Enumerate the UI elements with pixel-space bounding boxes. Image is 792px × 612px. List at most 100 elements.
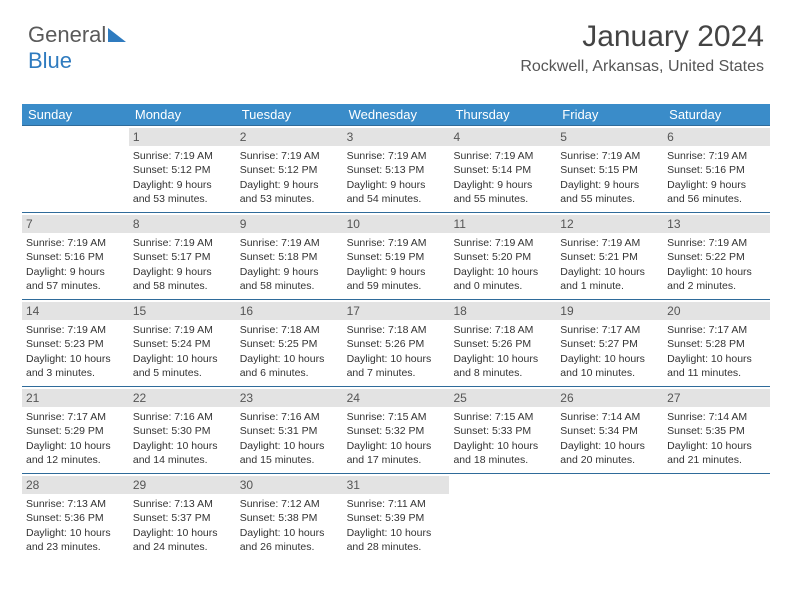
day-number: 7 xyxy=(22,215,129,233)
day-cell: 28 Sunrise: 7:13 AMSunset: 5:36 PMDayligh… xyxy=(22,474,129,560)
day-details: Sunrise: 7:19 AMSunset: 5:20 PMDaylight:… xyxy=(453,236,552,293)
day-cell: 27 Sunrise: 7:14 AMSunset: 5:35 PMDayligh… xyxy=(663,387,770,473)
day-details: Sunrise: 7:13 AMSunset: 5:37 PMDaylight:… xyxy=(133,497,232,554)
day-number: 13 xyxy=(663,215,770,233)
month-title: January 2024 xyxy=(520,20,764,54)
weekday-header: Saturday xyxy=(663,104,770,125)
week-row: 1Sunrise: 7:19 AMSunset: 5:12 PMDaylight… xyxy=(22,125,770,212)
weekday-header-row: SundayMondayTuesdayWednesdayThursdayFrid… xyxy=(22,104,770,125)
day-cell: 18Sunrise: 7:18 AMSunset: 5:26 PMDayligh… xyxy=(449,300,556,386)
weekday-header: Sunday xyxy=(22,104,129,125)
day-details: Sunrise: 7:15 AMSunset: 5:32 PMDaylight:… xyxy=(347,410,446,467)
day-cell-empty xyxy=(22,126,129,212)
brand-triangle-icon xyxy=(108,28,126,42)
brand-part2: Blue xyxy=(28,48,72,73)
brand-part1: General xyxy=(28,22,106,47)
day-details: Sunrise: 7:18 AMSunset: 5:25 PMDaylight:… xyxy=(240,323,339,380)
day-number: 28 xyxy=(22,476,129,494)
day-cell: 25Sunrise: 7:15 AMSunset: 5:33 PMDayligh… xyxy=(449,387,556,473)
day-number: 3 xyxy=(343,128,450,146)
weekday-header: Wednesday xyxy=(343,104,450,125)
day-details: Sunrise: 7:14 AMSunset: 5:34 PMDaylight:… xyxy=(560,410,659,467)
day-cell: 30 Sunrise: 7:12 AMSunset: 5:38 PMDayligh… xyxy=(236,474,343,560)
day-cell: 31 Sunrise: 7:11 AMSunset: 5:39 PMDayligh… xyxy=(343,474,450,560)
day-number: 12 xyxy=(556,215,663,233)
day-number: 29 xyxy=(129,476,236,494)
day-number: 4 xyxy=(449,128,556,146)
day-cell: 22 Sunrise: 7:16 AMSunset: 5:30 PMDayligh… xyxy=(129,387,236,473)
day-details: Sunrise: 7:17 AMSunset: 5:28 PMDaylight:… xyxy=(667,323,766,380)
day-cell-empty xyxy=(663,474,770,560)
day-cell: 5 Sunrise: 7:19 AMSunset: 5:15 PMDaylight… xyxy=(556,126,663,212)
day-cell: 29 Sunrise: 7:13 AMSunset: 5:37 PMDayligh… xyxy=(129,474,236,560)
week-row: 28 Sunrise: 7:13 AMSunset: 5:36 PMDayligh… xyxy=(22,473,770,560)
day-details: Sunrise: 7:18 AMSunset: 5:26 PMDaylight:… xyxy=(453,323,552,380)
day-number: 6 xyxy=(663,128,770,146)
week-row: 21Sunrise: 7:17 AMSunset: 5:29 PMDayligh… xyxy=(22,386,770,473)
day-cell: 21Sunrise: 7:17 AMSunset: 5:29 PMDayligh… xyxy=(22,387,129,473)
day-cell: 7 Sunrise: 7:19 AMSunset: 5:16 PMDaylight… xyxy=(22,213,129,299)
day-cell: 17Sunrise: 7:18 AMSunset: 5:26 PMDayligh… xyxy=(343,300,450,386)
day-number: 22 xyxy=(129,389,236,407)
day-cell: 23 Sunrise: 7:16 AMSunset: 5:31 PMDayligh… xyxy=(236,387,343,473)
day-number: 8 xyxy=(129,215,236,233)
weekday-header: Friday xyxy=(556,104,663,125)
day-cell: 11 Sunrise: 7:19 AMSunset: 5:20 PMDayligh… xyxy=(449,213,556,299)
day-number: 1 xyxy=(129,128,236,146)
day-details: Sunrise: 7:13 AMSunset: 5:36 PMDaylight:… xyxy=(26,497,125,554)
day-cell: 8 Sunrise: 7:19 AMSunset: 5:17 PMDaylight… xyxy=(129,213,236,299)
week-row: 14Sunrise: 7:19 AMSunset: 5:23 PMDayligh… xyxy=(22,299,770,386)
day-details: Sunrise: 7:17 AMSunset: 5:29 PMDaylight:… xyxy=(26,410,125,467)
day-cell: 3 Sunrise: 7:19 AMSunset: 5:13 PMDaylight… xyxy=(343,126,450,212)
location-text: Rockwell, Arkansas, United States xyxy=(520,58,764,76)
day-details: Sunrise: 7:19 AMSunset: 5:19 PMDaylight:… xyxy=(347,236,446,293)
day-number: 19 xyxy=(556,302,663,320)
day-cell: 19 Sunrise: 7:17 AMSunset: 5:27 PMDayligh… xyxy=(556,300,663,386)
brand-logo: General Blue xyxy=(28,22,126,74)
day-cell: 13 Sunrise: 7:19 AMSunset: 5:22 PMDayligh… xyxy=(663,213,770,299)
day-details: Sunrise: 7:19 AMSunset: 5:15 PMDaylight:… xyxy=(560,149,659,206)
day-number: 25 xyxy=(449,389,556,407)
day-number: 20 xyxy=(663,302,770,320)
day-details: Sunrise: 7:16 AMSunset: 5:31 PMDaylight:… xyxy=(240,410,339,467)
day-details: Sunrise: 7:19 AMSunset: 5:14 PMDaylight:… xyxy=(453,149,552,206)
day-number: 30 xyxy=(236,476,343,494)
day-number: 9 xyxy=(236,215,343,233)
day-details: Sunrise: 7:19 AMSunset: 5:12 PMDaylight:… xyxy=(240,149,339,206)
day-cell: 1Sunrise: 7:19 AMSunset: 5:12 PMDaylight… xyxy=(129,126,236,212)
day-details: Sunrise: 7:16 AMSunset: 5:30 PMDaylight:… xyxy=(133,410,232,467)
weekday-header: Thursday xyxy=(449,104,556,125)
day-cell: 12 Sunrise: 7:19 AMSunset: 5:21 PMDayligh… xyxy=(556,213,663,299)
day-details: Sunrise: 7:19 AMSunset: 5:16 PMDaylight:… xyxy=(667,149,766,206)
day-cell: 26Sunrise: 7:14 AMSunset: 5:34 PMDayligh… xyxy=(556,387,663,473)
day-number: 5 xyxy=(556,128,663,146)
day-number: 11 xyxy=(449,215,556,233)
day-details: Sunrise: 7:19 AMSunset: 5:22 PMDaylight:… xyxy=(667,236,766,293)
day-details: Sunrise: 7:19 AMSunset: 5:17 PMDaylight:… xyxy=(133,236,232,293)
day-cell: 10 Sunrise: 7:19 AMSunset: 5:19 PMDayligh… xyxy=(343,213,450,299)
day-cell: 9 Sunrise: 7:19 AMSunset: 5:18 PMDaylight… xyxy=(236,213,343,299)
day-details: Sunrise: 7:17 AMSunset: 5:27 PMDaylight:… xyxy=(560,323,659,380)
day-number: 16 xyxy=(236,302,343,320)
day-number: 10 xyxy=(343,215,450,233)
day-cell-empty xyxy=(449,474,556,560)
day-cell: 24 Sunrise: 7:15 AMSunset: 5:32 PMDayligh… xyxy=(343,387,450,473)
day-details: Sunrise: 7:19 AMSunset: 5:13 PMDaylight:… xyxy=(347,149,446,206)
day-number: 15 xyxy=(129,302,236,320)
day-details: Sunrise: 7:12 AMSunset: 5:38 PMDaylight:… xyxy=(240,497,339,554)
day-cell: 15Sunrise: 7:19 AMSunset: 5:24 PMDayligh… xyxy=(129,300,236,386)
day-details: Sunrise: 7:19 AMSunset: 5:16 PMDaylight:… xyxy=(26,236,125,293)
day-number: 23 xyxy=(236,389,343,407)
day-number: 17 xyxy=(343,302,450,320)
day-number: 31 xyxy=(343,476,450,494)
day-details: Sunrise: 7:14 AMSunset: 5:35 PMDaylight:… xyxy=(667,410,766,467)
day-number: 27 xyxy=(663,389,770,407)
title-block: January 2024 Rockwell, Arkansas, United … xyxy=(520,20,764,76)
day-cell-empty xyxy=(556,474,663,560)
day-details: Sunrise: 7:19 AMSunset: 5:18 PMDaylight:… xyxy=(240,236,339,293)
day-details: Sunrise: 7:11 AMSunset: 5:39 PMDaylight:… xyxy=(347,497,446,554)
day-number: 14 xyxy=(22,302,129,320)
weekday-header: Monday xyxy=(129,104,236,125)
day-number: 24 xyxy=(343,389,450,407)
day-details: Sunrise: 7:19 AMSunset: 5:21 PMDaylight:… xyxy=(560,236,659,293)
